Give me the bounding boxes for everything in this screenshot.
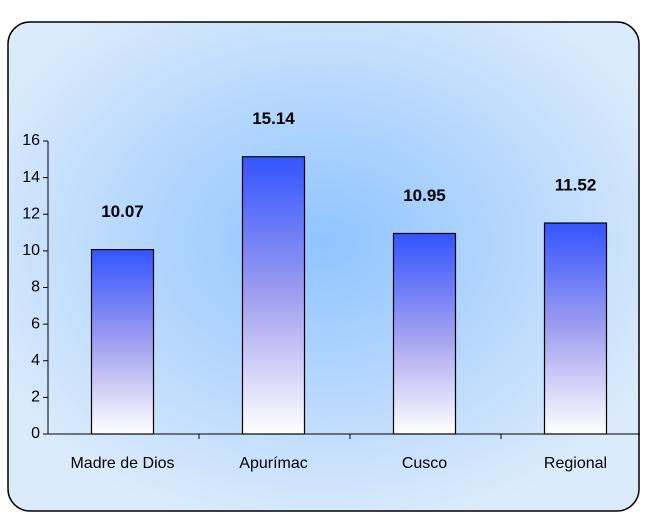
data-label: 15.14 (252, 109, 295, 128)
bar (241, 156, 306, 435)
y-tick-label: 12 (22, 205, 40, 222)
x-tick-label: Apurímac (239, 455, 307, 472)
y-tick-label: 16 (22, 132, 40, 149)
x-tick-label: Cusco (402, 455, 447, 472)
y-tick-label: 6 (31, 315, 40, 332)
bar (90, 248, 155, 435)
x-tick-label: Regional (544, 455, 607, 472)
y-tick-label: 4 (31, 352, 40, 369)
y-tick-label: 14 (22, 169, 40, 186)
bar (543, 222, 608, 435)
y-tick-label: 2 (31, 389, 40, 406)
y-tick-label: 10 (22, 242, 40, 259)
data-label: 10.95 (403, 186, 446, 205)
chart-panel (7, 21, 640, 512)
y-tick-label: 0 (31, 425, 40, 442)
bar (392, 232, 457, 435)
x-tick-label: Madre de Dios (70, 455, 174, 472)
y-tick-label: 8 (31, 279, 40, 296)
data-label: 11.52 (555, 176, 597, 195)
data-label: 10.07 (101, 202, 144, 221)
